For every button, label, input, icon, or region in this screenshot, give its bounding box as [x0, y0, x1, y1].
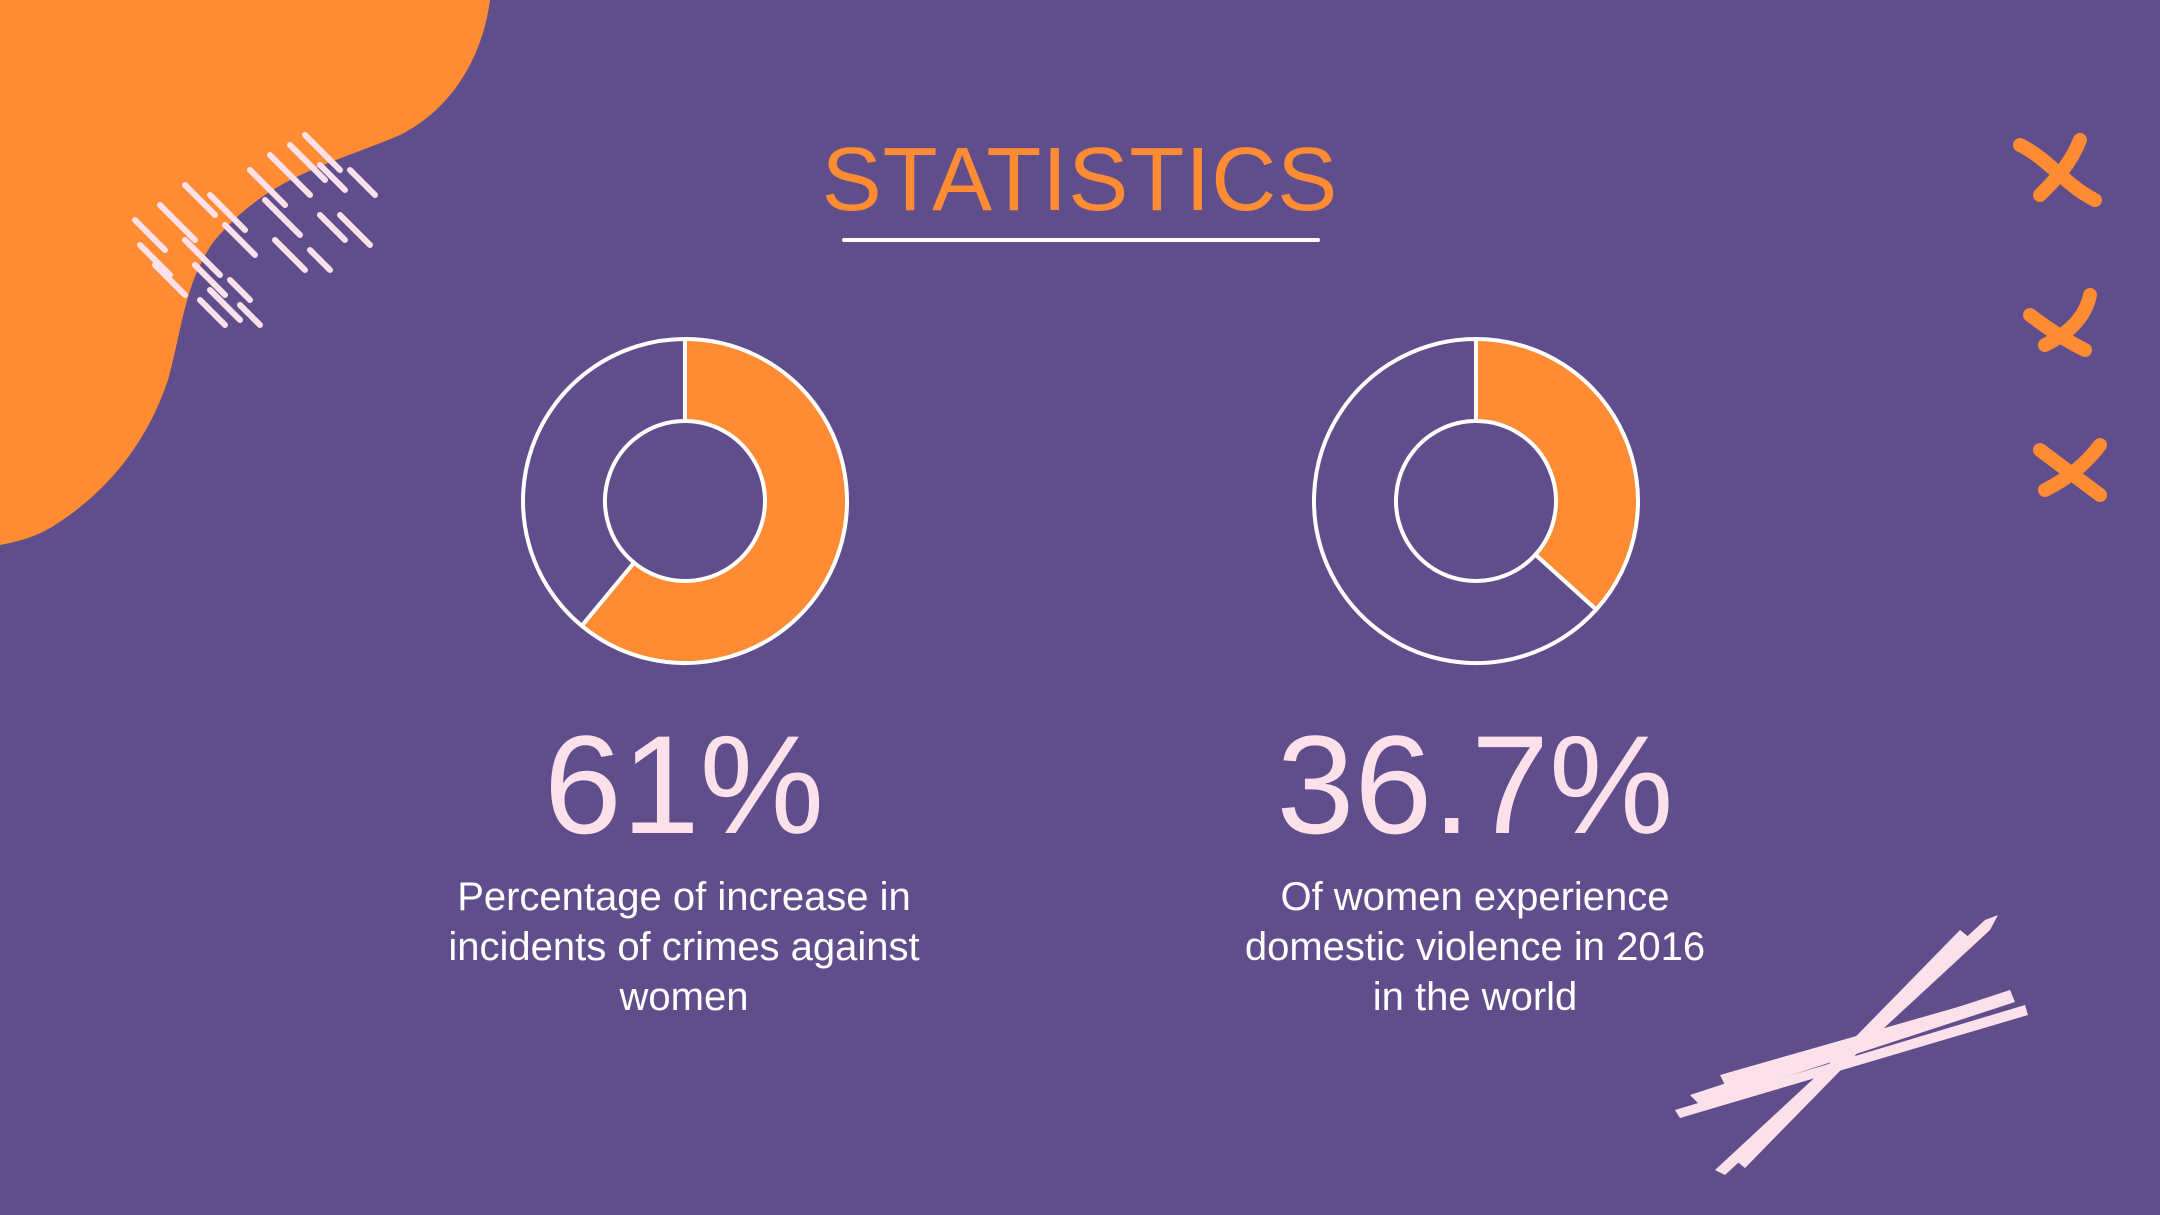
orange-blob [0, 0, 490, 545]
donut-slice-1 [1474, 337, 1640, 612]
donut-chart-1 [521, 337, 849, 665]
stat-description-2: Of women experience domestic violence in… [1195, 872, 1755, 1022]
donut-slice-2 [521, 337, 687, 628]
description-line: women [619, 975, 749, 1019]
description-line: domestic violence in 2016 [1244, 925, 1706, 969]
stat-value-1: 61% [543, 706, 825, 863]
donut-chart-2 [1312, 337, 1640, 665]
hatch-lines [132, 132, 378, 328]
description-line: incidents of crimes against [448, 925, 920, 969]
description-line: Of women experience [1280, 875, 1670, 919]
stat-value-2: 36.7% [1276, 706, 1674, 863]
donut-slice-2 [1312, 337, 1599, 665]
description-line: Percentage of increase in [457, 875, 911, 919]
slide-title: STATISTICS [821, 130, 1339, 230]
stat-description-1: Percentage of increase in incidents of c… [404, 872, 964, 1022]
title-underline [842, 238, 1320, 242]
donut-slice-1 [579, 337, 849, 665]
orange-x-marks [2013, 133, 2107, 502]
description-line: in the world [1372, 975, 1578, 1019]
